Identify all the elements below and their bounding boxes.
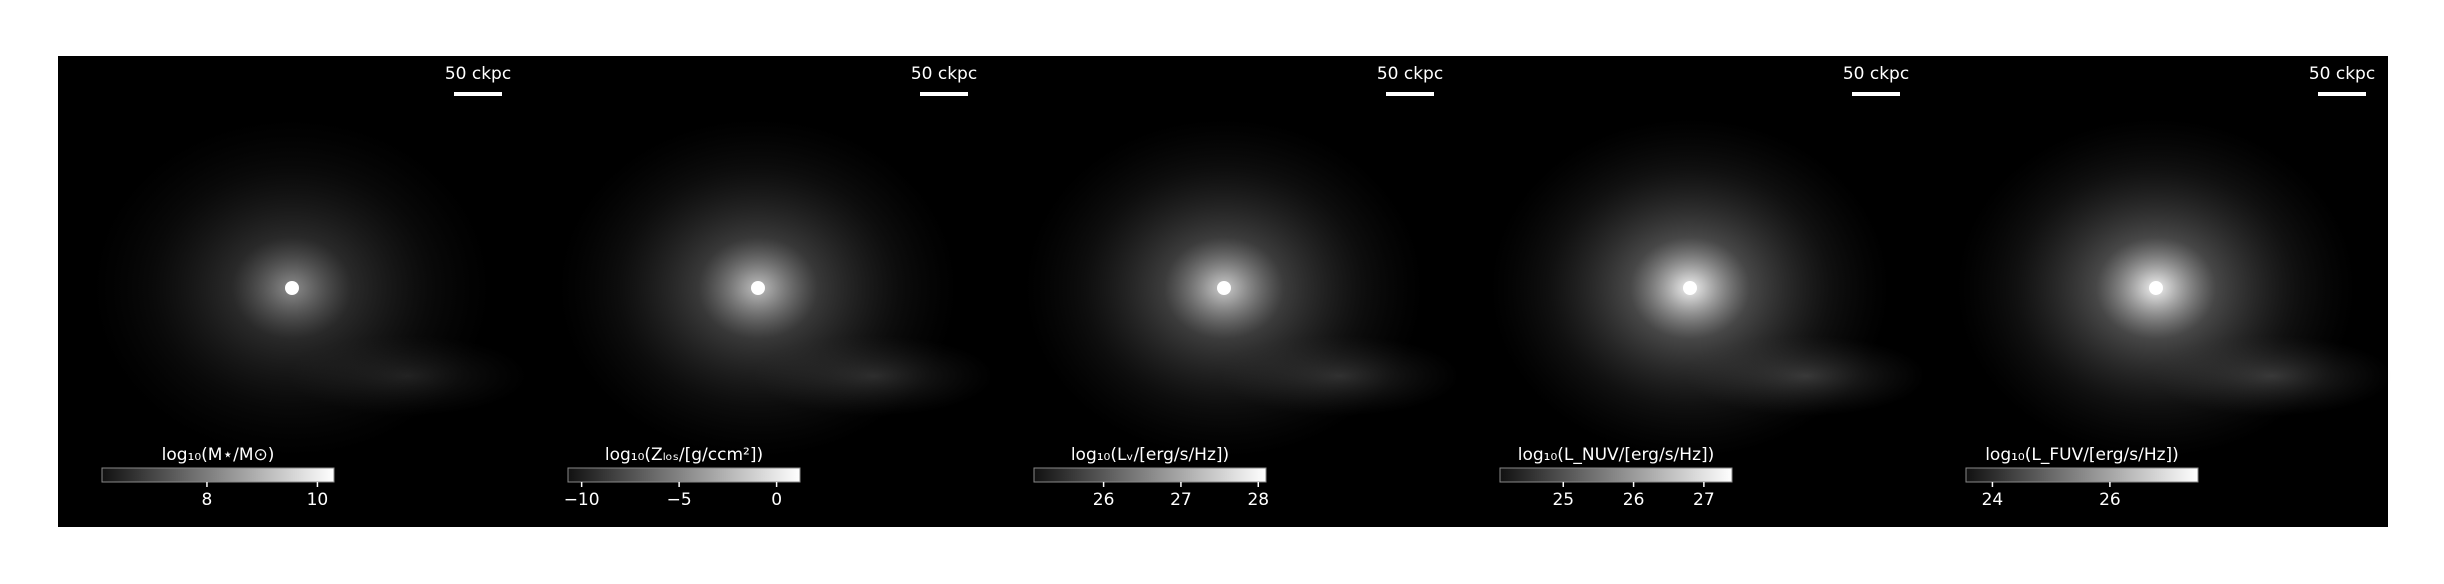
colorbar [1965,467,2199,483]
colorbar [1499,467,1733,483]
panel: 50 ckpc log₁₀(L_FUV/[erg/s/Hz]) 24 26 [1922,56,2392,527]
galaxy-tail [754,336,994,416]
colorbar-tick-label: 26 [1093,490,1115,510]
colorbar-tick-label: 25 [1552,490,1574,510]
colorbar-label: log₁₀(Lᵥ/[erg/s/Hz]) [1071,445,1229,465]
galaxy-core [1217,281,1231,295]
scale-bar-label: 50 ckpc [2309,64,2375,84]
panel: 50 ckpc log₁₀(Zₗₒₛ/[g/ccm²]) −10 −5 0 [524,56,994,527]
colorbar-tick-label: 26 [1623,490,1645,510]
galaxy-tail [288,336,528,416]
galaxy-core [2149,281,2163,295]
colorbar [1033,467,1267,483]
galaxy-core [751,281,765,295]
scale-bar-label: 50 ckpc [911,64,977,84]
galaxy-core [285,281,299,295]
colorbar-tick-label: −5 [667,490,692,510]
colorbar-tick-label: 8 [202,490,213,510]
colorbar-label: log₁₀(M⋆/M⊙) [162,445,275,465]
colorbar-tick-label: 27 [1693,490,1715,510]
galaxy-core [1683,281,1697,295]
panel: 50 ckpc log₁₀(L_NUV/[erg/s/Hz]) 25 26 27 [1456,56,1926,527]
scale-bar-label: 50 ckpc [445,64,511,84]
colorbar-label: log₁₀(L_NUV/[erg/s/Hz]) [1518,445,1715,465]
panel: 50 ckpc log₁₀(Lᵥ/[erg/s/Hz]) 26 27 28 [990,56,1460,527]
galaxy-tail [1686,336,1926,416]
colorbar-tick-label: 28 [1247,490,1269,510]
colorbar-tick-label: 27 [1170,490,1192,510]
colorbar-tick-label: 0 [771,490,782,510]
colorbar-label: log₁₀(L_FUV/[erg/s/Hz]) [1985,445,2179,465]
scale-bar-label: 50 ckpc [1843,64,1909,84]
colorbar [101,467,335,483]
colorbar-tick-label: 24 [1982,490,2004,510]
galaxy-tail [1220,336,1460,416]
colorbar [567,467,801,483]
scale-bar-label: 50 ckpc [1377,64,1443,84]
galaxy-tail [2152,336,2392,416]
colorbar-tick-label: −10 [564,490,600,510]
panel: 50 ckpc log₁₀(M⋆/M⊙) 8 10 [58,56,528,527]
colorbar-tick-label: 10 [307,490,329,510]
colorbar-tick-label: 26 [2099,490,2121,510]
colorbar-label: log₁₀(Zₗₒₛ/[g/ccm²]) [605,445,763,465]
